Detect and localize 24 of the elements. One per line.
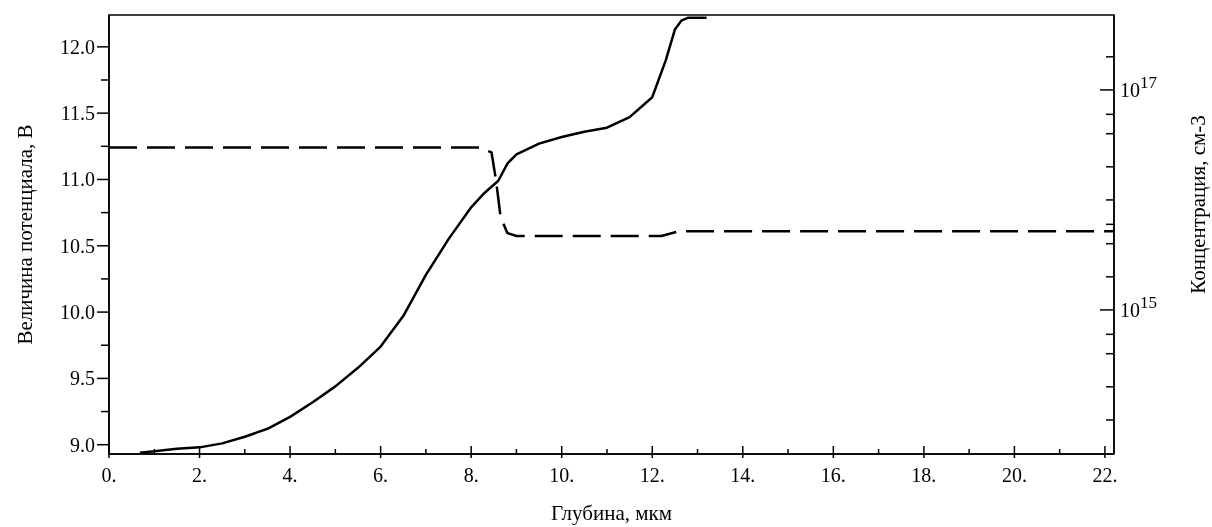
x-tick-label: 0. bbox=[101, 464, 117, 486]
y2-tick-label: 10$^{17}$ bbox=[1120, 72, 1158, 101]
x-axis-title: Глубина, мкм bbox=[550, 501, 673, 525]
y2-tick-label: 10$^{15}$ bbox=[1120, 292, 1157, 321]
y-tick-label: 9.0 bbox=[70, 433, 95, 456]
y-tick-label: 9.5 bbox=[70, 367, 95, 390]
x-tick-label: 16. bbox=[820, 464, 846, 486]
x-tick-label: 18. bbox=[911, 464, 937, 486]
x-tick-label: 6. bbox=[373, 464, 389, 486]
x-tick-label: 10. bbox=[549, 464, 575, 486]
y-tick-label: 10.5 bbox=[60, 234, 95, 257]
x-tick-label: 14. bbox=[730, 464, 756, 486]
x-tick-label: 12. bbox=[639, 464, 665, 486]
y2-axis-title: Концентрация, см-3 bbox=[1186, 115, 1210, 294]
x-tick-label: 22. bbox=[1092, 464, 1118, 486]
y-axis-title: Величина потенциала, В bbox=[13, 124, 37, 345]
x-tick-label: 2. bbox=[192, 464, 208, 486]
x-tick-label: 8. bbox=[463, 464, 479, 486]
y-tick-label: 10.0 bbox=[60, 301, 95, 324]
y-tick-label: 11.0 bbox=[60, 168, 95, 191]
y-tick-label: 11.5 bbox=[60, 102, 95, 125]
x-tick-label: 4. bbox=[282, 464, 298, 486]
y-tick-label: 12.0 bbox=[60, 35, 95, 58]
x-tick-label: 20. bbox=[1001, 464, 1027, 486]
